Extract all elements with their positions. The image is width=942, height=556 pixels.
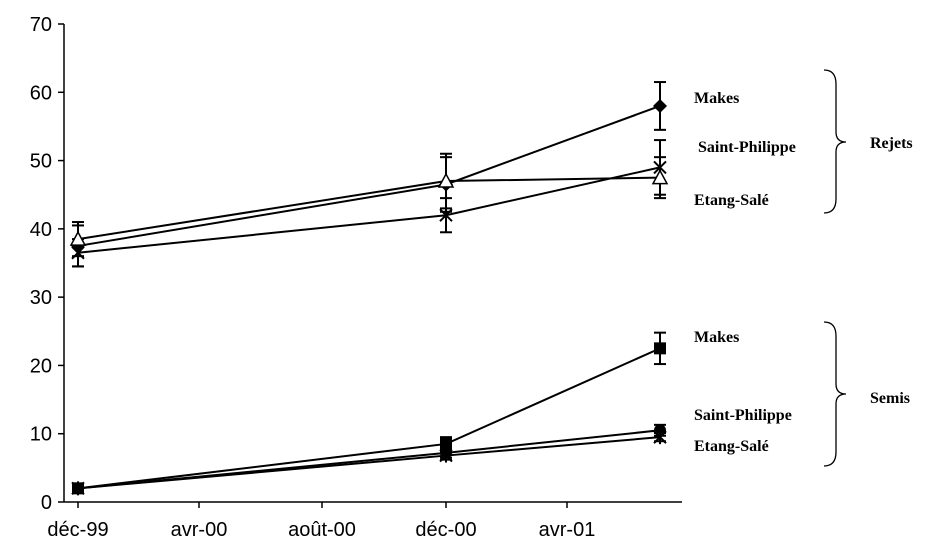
series-semis-etang-sal- bbox=[71, 430, 667, 496]
y-tick-label: 60 bbox=[30, 82, 52, 104]
series-label: Makes bbox=[694, 90, 739, 107]
series-line bbox=[77, 436, 661, 490]
series-label: Etang-Salé bbox=[694, 438, 769, 455]
series-label: Makes bbox=[694, 329, 739, 346]
data-point bbox=[653, 430, 667, 445]
data-point bbox=[651, 169, 669, 185]
data-point bbox=[653, 98, 667, 113]
series-label: Etang-Salé bbox=[694, 192, 769, 209]
data-point bbox=[439, 208, 453, 223]
series-semis-saint-philippe bbox=[72, 423, 666, 495]
square-marker bbox=[440, 437, 452, 450]
y-tick-label: 20 bbox=[30, 355, 52, 377]
series-semis-makes bbox=[72, 331, 666, 495]
x-tick-label: août-00 bbox=[288, 519, 356, 541]
data-point bbox=[440, 437, 452, 450]
data-point bbox=[437, 172, 455, 188]
x-tick-label: déc-00 bbox=[415, 519, 476, 541]
data-point bbox=[69, 230, 87, 246]
y-tick-label: 10 bbox=[30, 424, 52, 446]
group-rejets: Makes Saint-Philippe Etang-Salé Rejets bbox=[694, 69, 913, 214]
data-point bbox=[654, 342, 666, 355]
diamond-marker bbox=[653, 98, 667, 113]
y-tick-label: 40 bbox=[30, 219, 52, 241]
y-tick-label: 0 bbox=[41, 492, 52, 514]
x-tick-label: avr-00 bbox=[171, 519, 228, 541]
series-rejets-saint-philippe bbox=[71, 139, 667, 268]
group-semis: Makes Saint-Philippe Etang-Salé Semis bbox=[694, 321, 910, 467]
series-label: Saint-Philippe bbox=[698, 139, 796, 156]
square-marker bbox=[654, 342, 666, 355]
series-label: Saint-Philippe bbox=[694, 407, 792, 424]
group-name: Rejets bbox=[870, 135, 913, 152]
y-tick-label: 50 bbox=[30, 151, 52, 173]
group-brace bbox=[823, 321, 847, 467]
x-tick-label: déc-99 bbox=[47, 519, 108, 541]
data-point bbox=[439, 448, 453, 463]
series-rejets-makes bbox=[71, 81, 667, 268]
y-tick-label: 30 bbox=[30, 287, 52, 309]
series-line bbox=[77, 166, 661, 254]
triangle-marker bbox=[69, 230, 87, 246]
series-layer bbox=[69, 81, 669, 496]
group-name: Semis bbox=[870, 390, 910, 407]
x-tick-label: avr-01 bbox=[539, 519, 596, 541]
series-line bbox=[77, 347, 661, 490]
plot-area bbox=[63, 24, 682, 503]
y-axis-ticks: 0 10 20 30 40 50 60 70 bbox=[30, 14, 64, 514]
data-point bbox=[71, 481, 85, 496]
y-tick-label: 70 bbox=[30, 14, 52, 36]
triangle-marker bbox=[651, 169, 669, 185]
triangle-marker bbox=[437, 172, 455, 188]
series-rejets-etang-sal- bbox=[69, 152, 669, 258]
group-labels: MakesSaint-PhilippeEtang-SaléRejetsMakes… bbox=[694, 69, 913, 467]
group-brace bbox=[823, 69, 847, 214]
x-axis-ticks: déc-99 avr-00 août-00 déc-00 avr-01 bbox=[47, 502, 595, 541]
